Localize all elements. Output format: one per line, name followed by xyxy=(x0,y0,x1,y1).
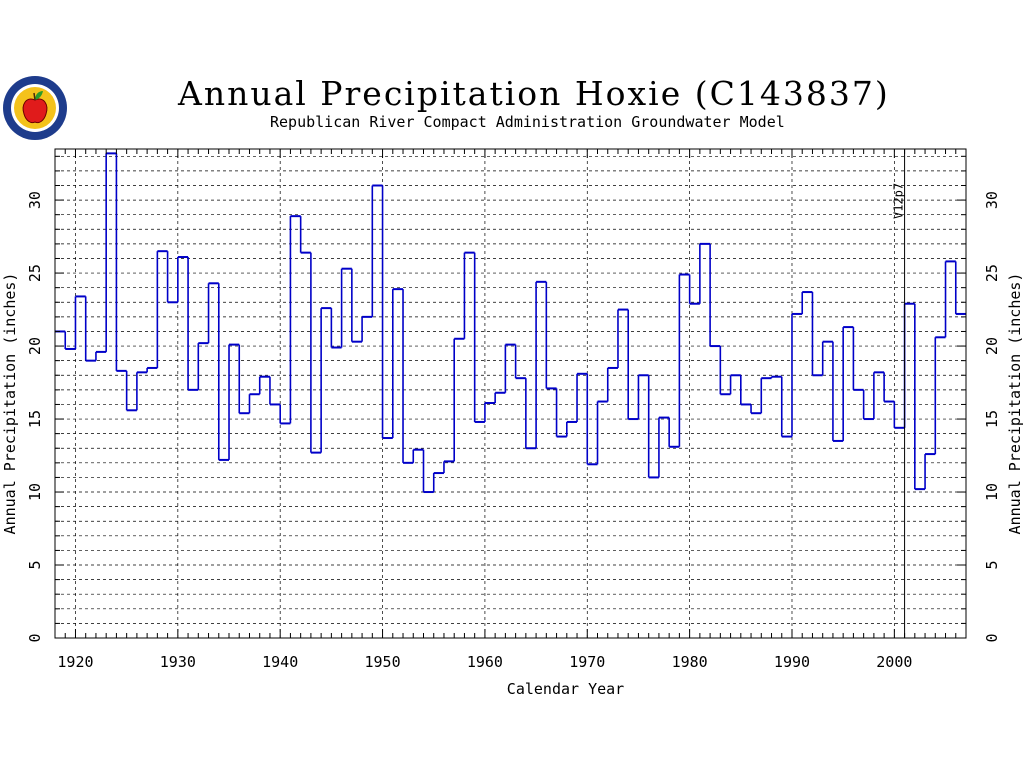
y-tick-label-left: 30 xyxy=(26,191,44,209)
y-tick-label-left: 10 xyxy=(26,483,44,501)
y-tick-label-right: 10 xyxy=(983,483,1001,501)
annotation-label: V12p7 xyxy=(892,183,906,219)
y-tick-label-right: 0 xyxy=(983,633,1001,642)
x-tick-label: 1920 xyxy=(57,653,93,671)
y-tick-label-left: 25 xyxy=(26,264,44,282)
chart-title: Annual Precipitation Hoxie (C143837) xyxy=(178,74,890,113)
y-tick-label-left: 20 xyxy=(26,337,44,355)
y-tick-label-left: 0 xyxy=(26,633,44,642)
x-tick-label: 1930 xyxy=(160,653,196,671)
y-tick-label-right: 5 xyxy=(983,560,1001,569)
series-layer xyxy=(55,152,966,494)
apple-stem-icon xyxy=(33,92,36,101)
frame-layer xyxy=(54,148,967,639)
x-tick-label: 1950 xyxy=(364,653,400,671)
tick-layer xyxy=(54,149,967,639)
apple-seal-logo xyxy=(3,76,67,140)
label-layer: V12p7 0 0 5 5 10 10 15 15 20 20 25 25 30 30 1920 1930 194… xyxy=(1,183,1024,698)
x-tick-label: 2000 xyxy=(876,653,912,671)
x-tick-label: 1960 xyxy=(467,653,503,671)
x-tick-label: 1990 xyxy=(774,653,810,671)
y-tick-label-left: 5 xyxy=(26,560,44,569)
y-tick-label-right: 20 xyxy=(983,337,1001,355)
apple-icon xyxy=(22,98,48,124)
apple-leaf-icon xyxy=(35,91,43,100)
x-axis-title: Calendar Year xyxy=(507,680,624,698)
chart-subtitle: Republican River Compact Administration … xyxy=(270,113,785,131)
y-axis-title-right: Annual Precipitation (inches) xyxy=(1006,273,1024,535)
x-tick-label: 1980 xyxy=(672,653,708,671)
y-tick-label-right: 25 xyxy=(983,264,1001,282)
grid-layer xyxy=(55,149,966,638)
y-tick-label-right: 15 xyxy=(983,410,1001,428)
y-tick-label-left: 15 xyxy=(26,410,44,428)
x-tick-label: 1970 xyxy=(569,653,605,671)
y-axis-title-left: Annual Precipitation (inches) xyxy=(1,273,19,535)
plot-frame xyxy=(54,148,967,639)
y-tick-label-right: 30 xyxy=(983,191,1001,209)
x-tick-label: 1940 xyxy=(262,653,298,671)
